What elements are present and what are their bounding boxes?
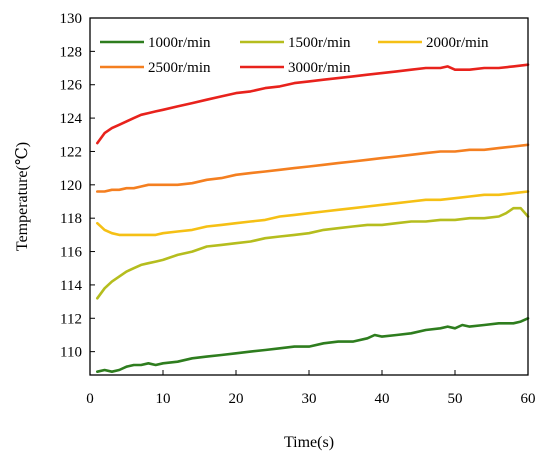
x-tick-label: 10 [156, 391, 171, 407]
y-tick-label: 124 [60, 111, 83, 127]
x-tick-label: 30 [302, 391, 317, 407]
y-axis-ticks: 110 112 114 116 118 120 122 124 126 128 130 [60, 11, 95, 361]
series-line-1000r-min [96, 316, 530, 374]
legend-label: 2000r/min [426, 35, 489, 51]
x-tick-label: 60 [521, 391, 536, 407]
y-axis-title: Temperature(℃) [14, 142, 31, 251]
x-tick-label: 50 [448, 391, 463, 407]
series-lines [96, 63, 530, 374]
y-tick-label: 110 [60, 345, 82, 361]
x-tick-label: 0 [86, 391, 94, 407]
y-tick-label: 128 [60, 44, 83, 60]
y-tick-label: 114 [60, 278, 82, 294]
x-axis-ticks: 0 10 20 30 40 50 60 [86, 370, 536, 407]
legend-label: 1500r/min [288, 35, 351, 51]
legend: 1000r/min 1500r/min 2000r/min 2500r/min 3000… [100, 35, 489, 76]
x-tick-label: 20 [229, 391, 244, 407]
legend-label: 2500r/min [148, 60, 211, 76]
y-tick-label: 116 [60, 245, 82, 261]
y-tick-label: 120 [60, 178, 83, 194]
y-tick-label: 112 [60, 311, 82, 327]
x-tick-label: 40 [375, 391, 390, 407]
y-tick-label: 118 [60, 211, 82, 227]
y-tick-label: 130 [60, 11, 83, 27]
series-line-1500r-min [96, 206, 530, 300]
y-tick-label: 122 [60, 144, 83, 160]
series-line-2500r-min [96, 143, 530, 193]
legend-label: 1000r/min [148, 35, 211, 51]
x-axis-title: Time(s) [284, 434, 334, 451]
legend-label: 3000r/min [288, 60, 351, 76]
series-line-3000r-min [96, 63, 530, 145]
y-tick-label: 126 [60, 78, 83, 94]
series-line-2000r-min [96, 190, 530, 237]
